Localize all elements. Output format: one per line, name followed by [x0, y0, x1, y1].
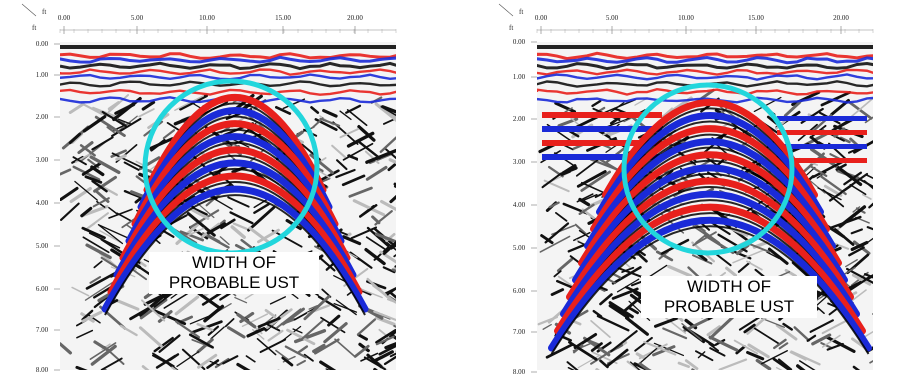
callout-label-left: WIDTH OF PROBABLE UST	[149, 252, 319, 294]
x-tick-label: 5.00	[606, 14, 619, 22]
gpr-radargram-right: 0.00 5.00 10.00 15.00 20.00 0.00 1.00 2.00 3.00 4…	[498, 3, 874, 376]
y-tick-label: 4.00	[36, 199, 49, 207]
gpr-panel-left: 0.00 5.00 10.00 15.00 20.00 0.00 1.00 2.00 3.00 4…	[20, 0, 400, 380]
radargram-data	[537, 45, 873, 370]
x-tick-label: 20.00	[833, 14, 849, 22]
y-tick-label: 8.00	[513, 368, 526, 376]
callout-line-2: PROBABLE UST	[663, 297, 795, 316]
corner-slash	[498, 3, 514, 17]
x-tick-label: 15.00	[748, 14, 764, 22]
x-tick-label: 0.00	[58, 14, 71, 22]
x-tick-label: 15.00	[275, 14, 291, 22]
y-tick-label: 7.00	[36, 326, 49, 334]
unit-label-x: ft	[519, 8, 523, 16]
gpr-panel-right: 0.00 5.00 10.00 15.00 20.00 0.00 1.00 2.00 3.00 4…	[497, 0, 877, 380]
y-tick-label: 5.00	[513, 244, 526, 252]
y-tick-label: 6.00	[513, 287, 526, 295]
unit-label-y: ft	[509, 24, 513, 32]
y-tick-label: 4.00	[513, 201, 526, 209]
x-tick-label: 0.00	[535, 14, 548, 22]
y-tick-label: 0.00	[513, 38, 526, 46]
x-tick-label: 10.00	[678, 14, 694, 22]
y-tick-label: 0.00	[36, 40, 49, 48]
y-tick-label: 2.00	[513, 115, 526, 123]
y-tick-label: 8.00	[36, 366, 49, 374]
y-tick-label: 5.00	[36, 242, 49, 250]
y-tick-label: 1.00	[36, 71, 49, 79]
y-tick-label: 2.00	[36, 113, 49, 121]
surface-line	[60, 45, 396, 49]
callout-line-1: WIDTH OF	[686, 277, 772, 296]
gpr-radargram-left: 0.00 5.00 10.00 15.00 20.00 0.00 1.00 2.00 3.00 4…	[21, 3, 397, 374]
callout-label-right: WIDTH OF PROBABLE UST	[641, 276, 817, 318]
x-tick-label: 10.00	[199, 14, 215, 22]
x-tick-label: 5.00	[131, 14, 144, 22]
ust-highlight-circle	[621, 82, 795, 256]
corner-slash	[21, 3, 37, 17]
surface-line	[537, 45, 873, 49]
x-tick-label: 20.00	[347, 14, 363, 22]
callout-line-2: PROBABLE UST	[168, 273, 300, 292]
callout-line-1: WIDTH OF	[191, 253, 277, 272]
y-tick-label: 1.00	[513, 73, 526, 81]
unit-label-x: ft	[42, 8, 46, 16]
y-tick-label: 6.00	[36, 285, 49, 293]
y-tick-label: 7.00	[513, 328, 526, 336]
y-tick-label: 3.00	[36, 156, 49, 164]
unit-label-y: ft	[32, 24, 36, 32]
y-tick-label: 3.00	[513, 158, 526, 166]
